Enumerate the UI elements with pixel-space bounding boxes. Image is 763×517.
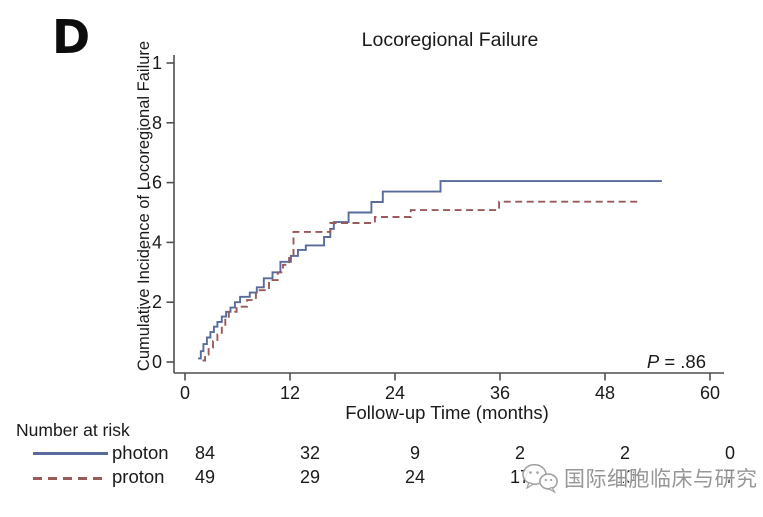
proton-row-label: proton — [112, 466, 165, 487]
photon-at-risk-48mo: 2 — [619, 443, 631, 463]
y-tick-label: .4 — [147, 232, 162, 252]
y-tick-label: 0 — [152, 352, 162, 372]
x-tick-label: 12 — [280, 383, 300, 403]
axes — [173, 55, 724, 374]
photon-at-risk-24mo: 9 — [409, 443, 421, 463]
proton-at-risk-48mo: 10 — [614, 467, 636, 487]
photon-at-risk-0mo: 84 — [194, 443, 216, 463]
photon-at-risk-60mo: 0 — [724, 443, 736, 463]
proton-line-sample — [33, 477, 108, 480]
proton-at-risk-60mo: 7 — [724, 467, 736, 487]
y-tick-label: .2 — [147, 292, 162, 312]
y-axis-label: Cumulative Incidence of Locoregional Fai… — [135, 41, 153, 371]
x-tick-label: 24 — [385, 383, 405, 403]
proton-at-risk-12mo: 29 — [299, 467, 321, 487]
survival-step-curves — [198, 180, 662, 362]
x-tick-label: 48 — [595, 383, 615, 403]
wechat-chat-bubbles-icon — [522, 463, 558, 494]
photon-at-risk-36mo: 2 — [514, 443, 526, 463]
p-value-symbol: P — [647, 351, 660, 372]
y-tick-label: .6 — [147, 173, 162, 193]
panel-letter: D — [52, 10, 90, 64]
x-tick-label: 36 — [490, 383, 510, 403]
y-axis-ticks: 0 .2 .4 .6 .8 1 — [147, 53, 174, 372]
x-axis-ticks: 0 12 24 36 48 60 — [180, 373, 720, 403]
p-value-number: = .86 — [659, 351, 706, 372]
photon-curve — [198, 180, 662, 360]
proton-at-risk-24mo: 24 — [404, 467, 426, 487]
photon-row-label: photon — [112, 442, 169, 463]
y-tick-label: .8 — [147, 113, 162, 133]
photon-at-risk-12mo: 32 — [299, 443, 321, 463]
number-at-risk-heading: Number at risk — [16, 420, 130, 440]
photon-line-sample — [33, 452, 108, 455]
x-tick-label: 0 — [180, 383, 190, 403]
proton-curve — [202, 200, 639, 362]
x-axis-label: Follow-up Time (months) — [345, 402, 549, 423]
x-tick-label: 60 — [700, 383, 720, 403]
cumulative-incidence-chart: Locoregional Failure Cumulative Incidenc… — [135, 29, 724, 423]
y-tick-label: 1 — [152, 53, 162, 73]
watermark-text: 国际细胞临床与研究 — [564, 468, 758, 491]
p-value-annotation: P = .86 — [647, 351, 706, 372]
watermark: 国际细胞临床与研究 — [521, 462, 758, 494]
chart-title: Locoregional Failure — [362, 29, 539, 51]
proton-at-risk-0mo: 49 — [194, 467, 216, 487]
